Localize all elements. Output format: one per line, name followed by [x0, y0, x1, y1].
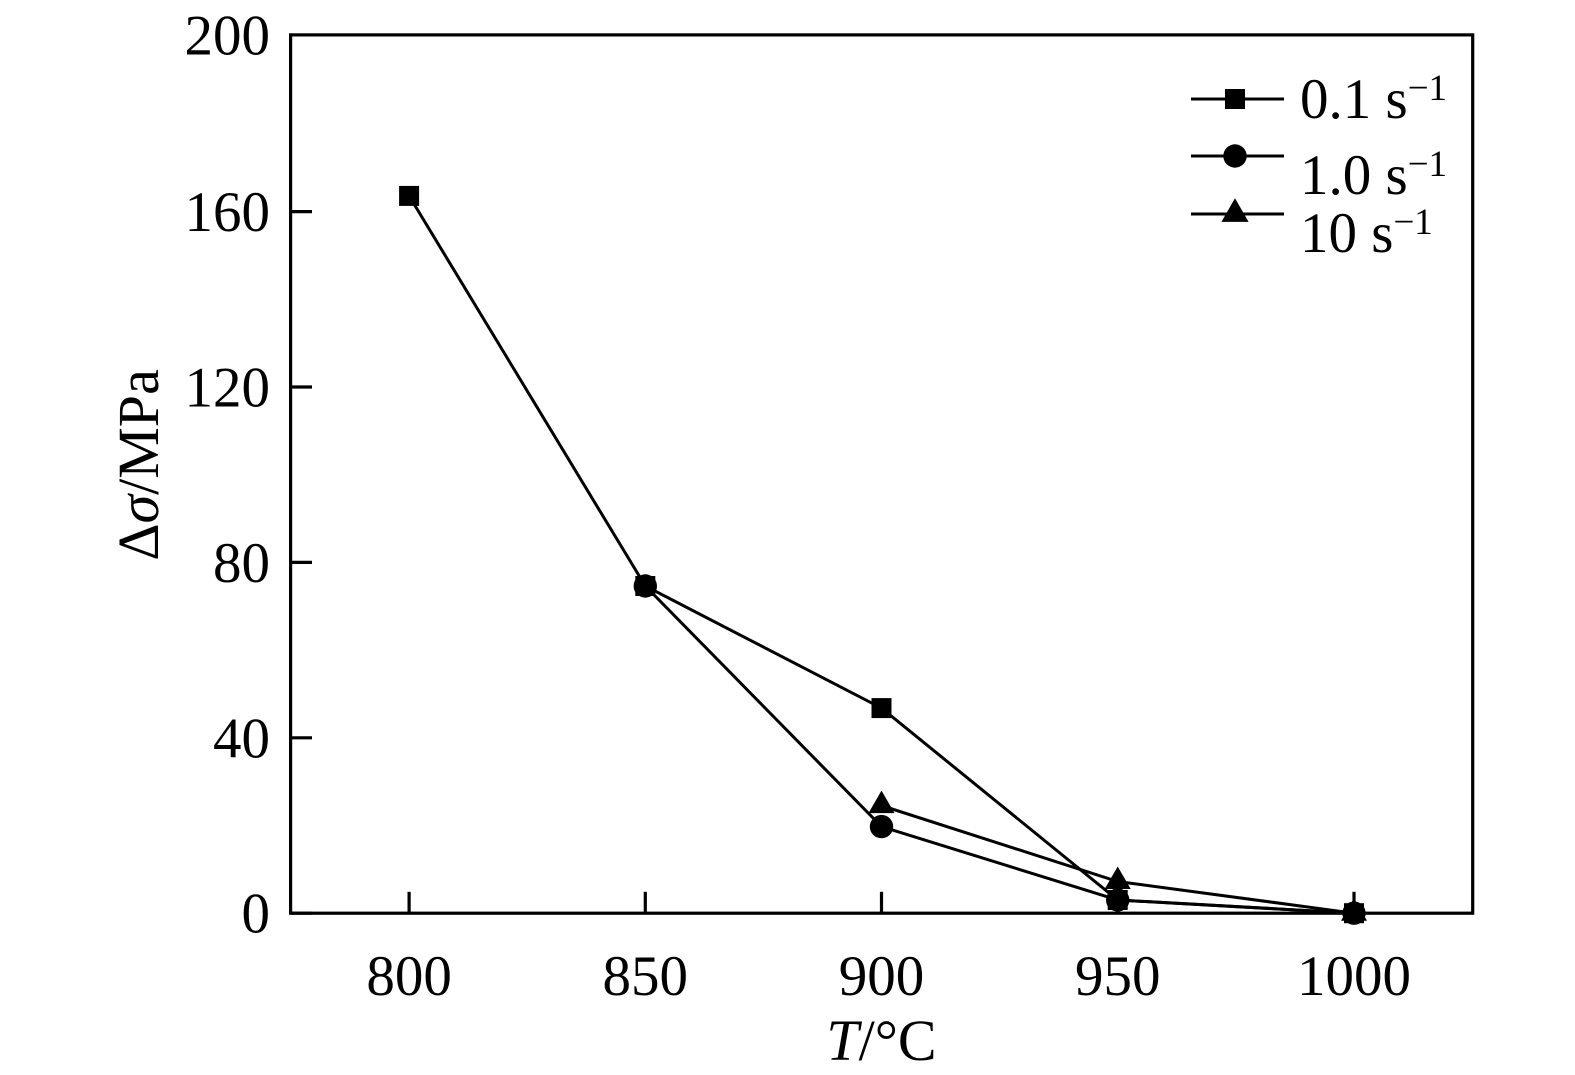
svg-text:120: 120 [185, 357, 271, 420]
svg-text:40: 40 [213, 707, 270, 770]
svg-text:Δσ/MPa: Δσ/MPa [106, 369, 171, 561]
svg-text:80: 80 [213, 532, 270, 595]
svg-text:1000: 1000 [1297, 945, 1411, 1008]
svg-text:950: 950 [1075, 945, 1161, 1008]
svg-text:900: 900 [839, 945, 925, 1008]
svg-text:0: 0 [242, 883, 271, 946]
svg-text:160: 160 [185, 181, 271, 244]
svg-text:800: 800 [366, 945, 452, 1008]
svg-text:200: 200 [185, 4, 271, 67]
svg-text:T/°C: T/°C [826, 1008, 936, 1073]
svg-text:850: 850 [603, 945, 689, 1008]
